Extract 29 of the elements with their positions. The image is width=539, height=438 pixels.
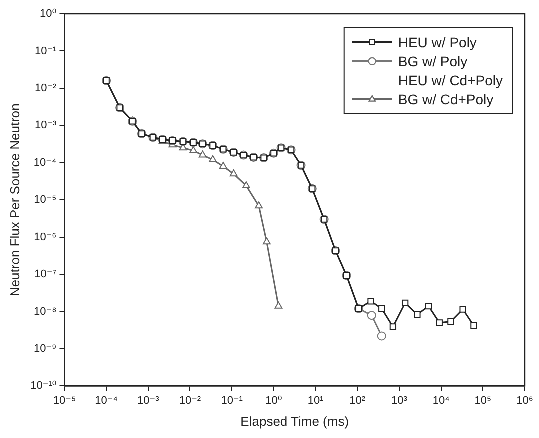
y-tick-label: 10⁻¹⁰: [30, 380, 58, 392]
y-tick-label: 10⁻⁴: [34, 156, 57, 169]
x-tick-label: 10²: [350, 394, 366, 407]
y-tick-label: 10⁻²: [34, 82, 58, 94]
x-tick-label: 10⁻⁴: [95, 394, 118, 407]
x-tick-label: 10⁻⁵: [53, 394, 76, 407]
y-tick-label: 10⁻⁵: [34, 194, 57, 206]
x-tick-label: 10¹: [308, 394, 324, 407]
x-tick-label: 10⁵: [474, 394, 492, 407]
x-tick-label: 10⁻¹: [221, 394, 244, 407]
x-tick-label: 10⁰: [266, 394, 283, 407]
legend-label: HEU w/ Poly: [398, 34, 477, 50]
x-tick-label: 10⁶: [516, 394, 534, 407]
y-tick-label: 10⁻³: [34, 120, 58, 132]
y-tick-label: 10⁻⁶: [34, 231, 57, 244]
y-tick-label: 10⁻¹: [34, 45, 58, 58]
x-tick-label: 10⁻²: [179, 394, 202, 407]
x-axis-title: Elapsed Time (ms): [240, 414, 350, 429]
y-axis-title: Neutron Flux Per Source Neutron: [7, 104, 22, 297]
y-tick-label: 10⁻⁷: [34, 268, 57, 281]
y-tick-label: 10⁻⁹: [34, 343, 57, 356]
y-tick-label: 10⁰: [40, 8, 58, 20]
legend-label: BG w/ Cd+Poly: [398, 91, 494, 108]
y-tick-label: 10⁻⁸: [34, 306, 57, 318]
x-tick-label: 10⁻³: [138, 394, 160, 407]
legend-label: BG w/ Poly: [398, 53, 468, 70]
x-tick-label: 10⁴: [432, 394, 450, 407]
text: HEU w/ Cd+Poly: [398, 72, 504, 88]
x-tick-label: 10³: [392, 394, 408, 407]
